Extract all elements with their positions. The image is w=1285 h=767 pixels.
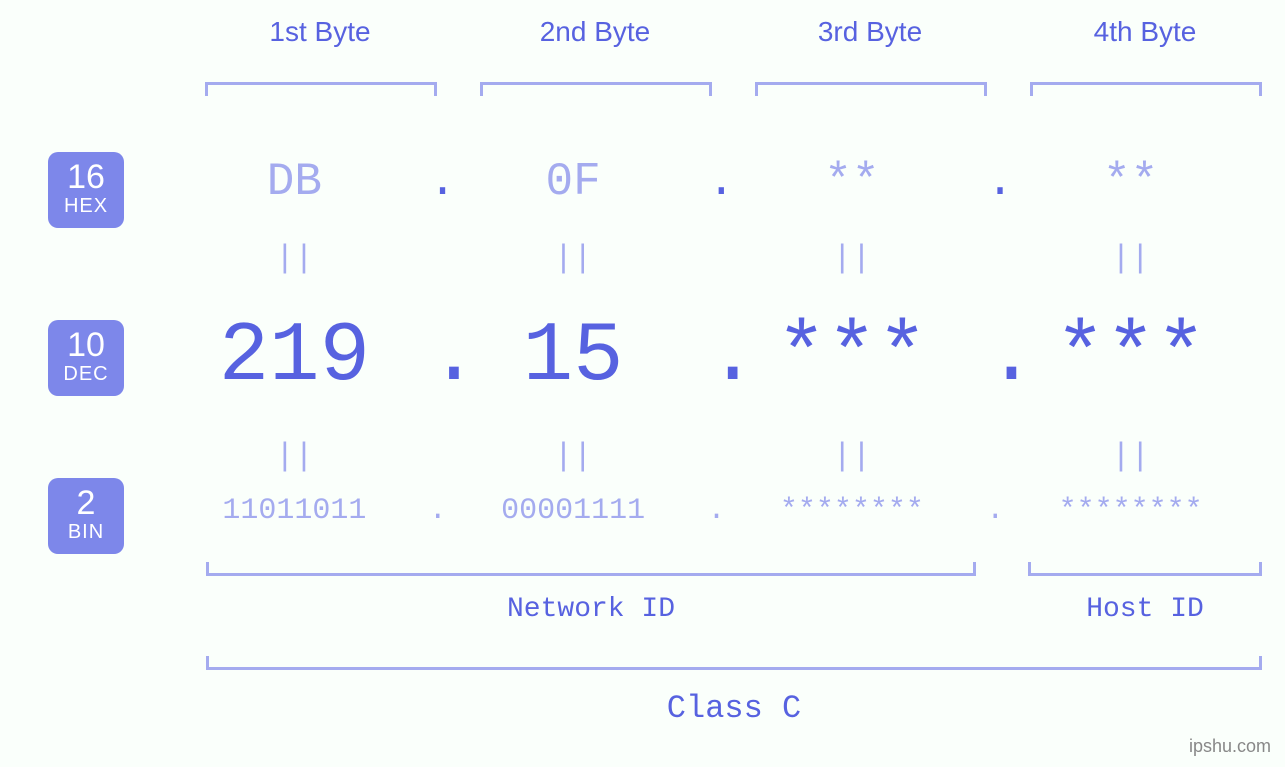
byte-bracket-3 (755, 82, 987, 96)
hex-byte-1: DB (160, 156, 429, 208)
watermark: ipshu.com (1189, 736, 1271, 757)
dec-row: 219 . 15 . *** . *** (160, 310, 1265, 405)
byte-bracket-2 (480, 82, 712, 96)
base-num-dec: 10 (48, 328, 124, 362)
bin-byte-3: ******** (718, 494, 987, 528)
base-num-hex: 16 (48, 160, 124, 194)
bin-byte-4: ******** (996, 494, 1265, 528)
eq-1-4: || (996, 240, 1265, 277)
dec-byte-3: *** (718, 310, 987, 405)
base-badge-hex: 16 HEX (48, 152, 124, 228)
hex-row: DB . 0F . ** . ** (160, 156, 1265, 208)
byte-header-3: 3rd Byte (750, 16, 990, 48)
base-label-hex: HEX (48, 194, 124, 218)
bin-dot-2: . (708, 494, 718, 528)
dec-byte-4: *** (996, 310, 1265, 405)
dec-dot-2: . (708, 310, 718, 405)
class-label: Class C (206, 690, 1262, 727)
eq-1-3: || (717, 240, 986, 277)
bin-dot-3: . (986, 494, 996, 528)
base-num-bin: 2 (48, 486, 124, 520)
dec-dot-1: . (429, 310, 439, 405)
hex-byte-2: 0F (439, 156, 708, 208)
base-label-bin: BIN (48, 520, 124, 544)
host-id-label: Host ID (1028, 594, 1262, 625)
base-badge-dec: 10 DEC (48, 320, 124, 396)
bin-dot-1: . (429, 494, 439, 528)
base-badge-bin: 2 BIN (48, 478, 124, 554)
base-label-dec: DEC (48, 362, 124, 386)
byte-bracket-1 (205, 82, 437, 96)
eq-2-4: || (996, 438, 1265, 475)
eq-row-1: || || || || (160, 240, 1265, 277)
byte-header-4: 4th Byte (1025, 16, 1265, 48)
network-id-bracket (206, 562, 976, 576)
network-id-label: Network ID (206, 594, 976, 625)
byte-header-1: 1st Byte (200, 16, 440, 48)
eq-1-2: || (439, 240, 708, 277)
hex-byte-3: ** (718, 156, 987, 208)
byte-header-2: 2nd Byte (475, 16, 715, 48)
byte-bracket-4 (1030, 82, 1262, 96)
hex-byte-4: ** (996, 156, 1265, 208)
eq-1-1: || (160, 240, 429, 277)
bin-row: 11011011 . 00001111 . ******** . *******… (160, 494, 1265, 528)
class-bracket (206, 656, 1262, 670)
dec-byte-2: 15 (439, 310, 708, 405)
dec-dot-3: . (986, 310, 996, 405)
eq-2-2: || (439, 438, 708, 475)
eq-2-3: || (717, 438, 986, 475)
hex-dot-1: . (429, 156, 439, 208)
bin-byte-2: 00001111 (439, 494, 708, 528)
eq-2-1: || (160, 438, 429, 475)
hex-dot-3: . (986, 156, 996, 208)
eq-row-2: || || || || (160, 438, 1265, 475)
hex-dot-2: . (708, 156, 718, 208)
host-id-bracket (1028, 562, 1262, 576)
dec-byte-1: 219 (160, 310, 429, 405)
bin-byte-1: 11011011 (160, 494, 429, 528)
